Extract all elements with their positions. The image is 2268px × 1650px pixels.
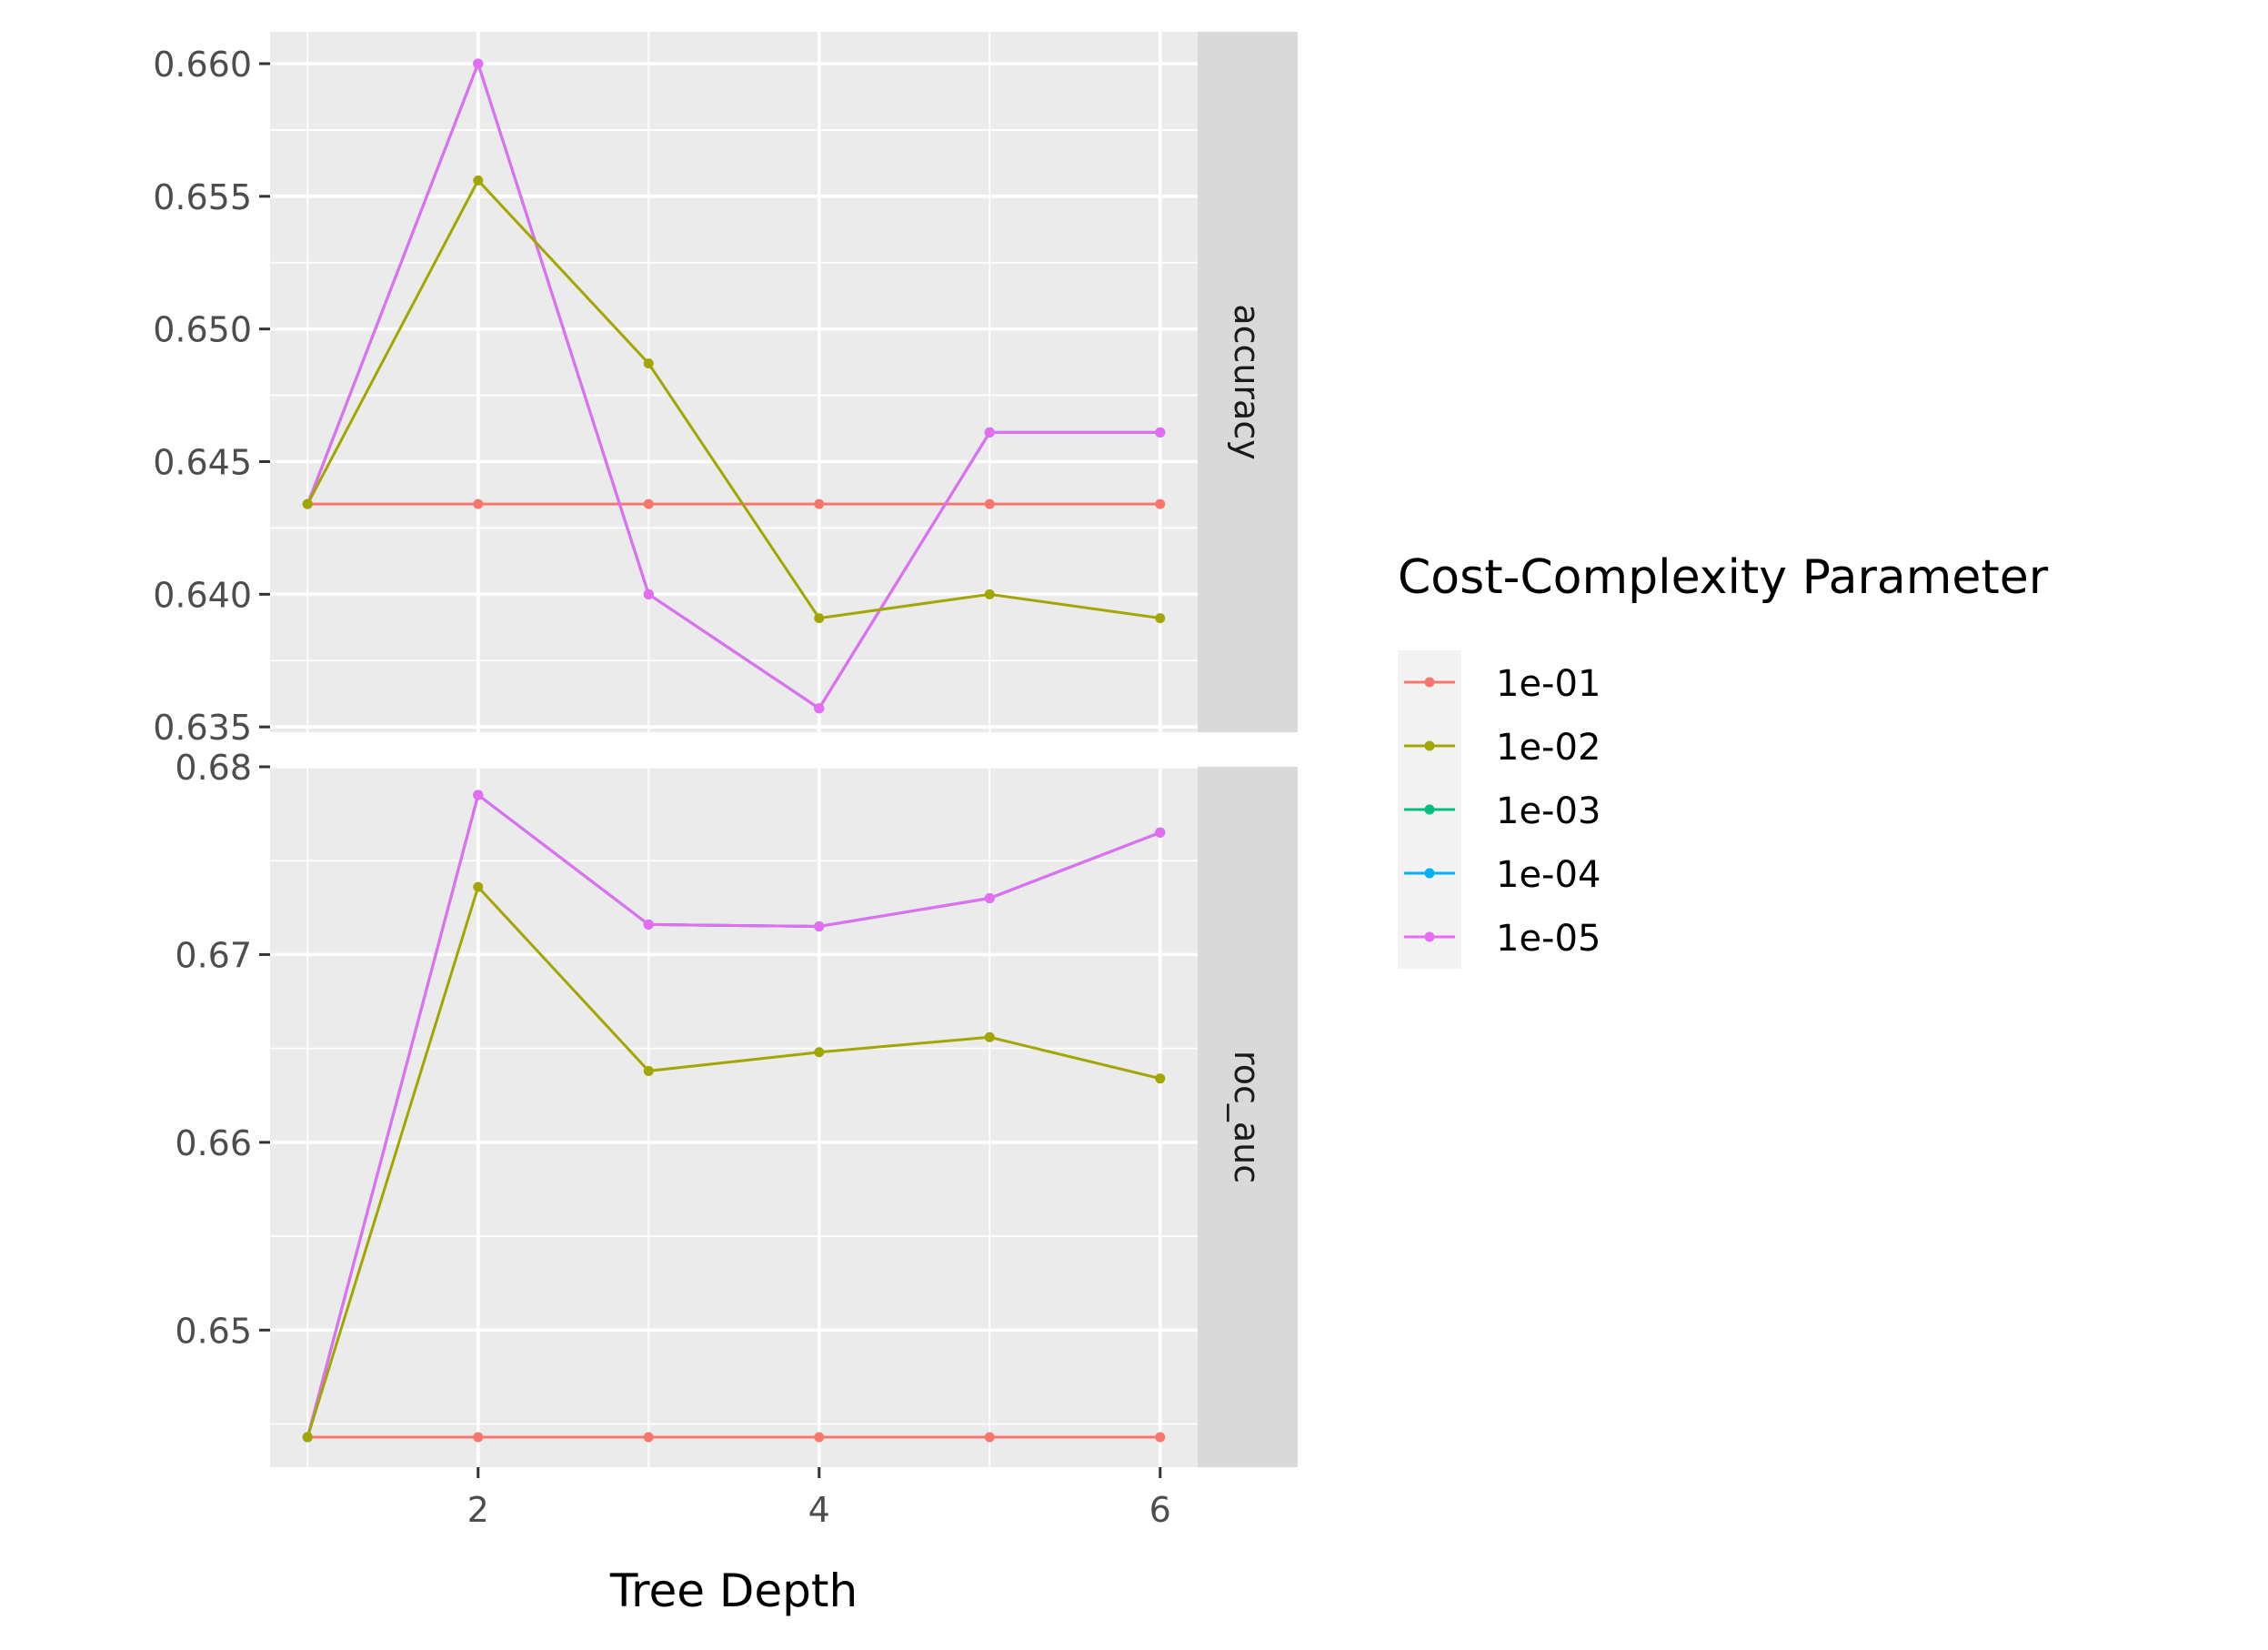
legend-key-point bbox=[1424, 868, 1435, 879]
series-line-1e-05 bbox=[306, 792, 1161, 1438]
data-point-1e-02 bbox=[814, 613, 825, 624]
data-point-1e-01 bbox=[1155, 1432, 1166, 1443]
data-point-1e-05 bbox=[984, 427, 995, 438]
data-point-1e-01 bbox=[643, 498, 654, 509]
y-tick-label: 0.635 bbox=[153, 708, 252, 748]
panel-roc-auc: roc_auc 0.65 0.66 0.67 0.68 bbox=[175, 748, 1298, 1467]
panel-roc-auc-y-axis: 0.65 0.66 0.67 0.68 bbox=[175, 748, 270, 1351]
y-tick-label: 0.650 bbox=[153, 310, 252, 350]
series-line-1e-02 bbox=[306, 884, 1161, 1438]
legend-label: 1e-01 bbox=[1496, 663, 1601, 705]
y-tick-label: 0.655 bbox=[153, 177, 252, 217]
legend-label: 1e-03 bbox=[1496, 790, 1601, 832]
data-point-1e-05 bbox=[1155, 427, 1166, 438]
strip-label-roc-auc: roc_auc bbox=[1227, 1051, 1267, 1183]
series-line-1e-05 bbox=[306, 59, 1160, 710]
y-tick-label: 0.640 bbox=[153, 575, 252, 615]
legend-key-point bbox=[1424, 740, 1435, 751]
legend-label: 1e-04 bbox=[1496, 854, 1601, 896]
legend-key-point bbox=[1424, 931, 1435, 942]
data-point-1e-02 bbox=[302, 1432, 313, 1443]
data-point-1e-05 bbox=[643, 919, 654, 930]
data-point-1e-02 bbox=[643, 358, 654, 369]
y-tick-label: 0.645 bbox=[153, 443, 252, 483]
panel-accuracy-grid bbox=[270, 32, 1198, 732]
panel-accuracy: accuracy 0.635 0.640 0.645 0.650 0.655 0.660 bbox=[153, 32, 1298, 748]
y-tick-label: 0.67 bbox=[175, 935, 252, 975]
strip-roc-auc bbox=[1198, 767, 1298, 1467]
data-point-1e-01 bbox=[814, 498, 825, 509]
data-point-1e-02 bbox=[984, 589, 995, 599]
strip-accuracy bbox=[1198, 32, 1298, 732]
data-point-1e-02 bbox=[984, 1031, 995, 1042]
x-tick-label: 2 bbox=[467, 1490, 489, 1530]
legend-keys: 1e-01 1e-02 1e-03 1e-04 1e-05 bbox=[1398, 650, 1601, 969]
data-point-1e-02 bbox=[643, 1065, 654, 1076]
panel-roc-auc-series bbox=[302, 790, 1166, 1443]
data-point-1e-01 bbox=[473, 1432, 484, 1443]
panel-accuracy-y-axis: 0.635 0.640 0.645 0.650 0.655 0.660 bbox=[153, 45, 270, 748]
legend: Cost-Complexity Parameter 1e-011e-021e-0… bbox=[1398, 550, 2049, 969]
y-tick-label: 0.66 bbox=[175, 1123, 252, 1163]
x-axis: 2 4 6 bbox=[467, 1467, 1171, 1530]
data-point-1e-01 bbox=[984, 1432, 995, 1443]
data-point-1e-01 bbox=[984, 498, 995, 509]
data-point-1e-02 bbox=[814, 1047, 825, 1058]
legend-key-point bbox=[1424, 804, 1435, 815]
data-point-1e-05 bbox=[1155, 827, 1166, 838]
y-tick-label: 0.68 bbox=[175, 748, 252, 788]
y-tick-label: 0.65 bbox=[175, 1311, 252, 1351]
strip-label-accuracy: accuracy bbox=[1227, 304, 1267, 459]
data-point-1e-01 bbox=[814, 1432, 825, 1443]
data-point-1e-02 bbox=[1155, 613, 1166, 624]
data-point-1e-05 bbox=[473, 790, 484, 800]
data-point-1e-01 bbox=[1155, 498, 1166, 509]
data-point-1e-01 bbox=[643, 1432, 654, 1443]
x-axis-title: Tree Depth bbox=[609, 1564, 858, 1617]
legend-key-point bbox=[1424, 677, 1435, 688]
panel-accuracy-background bbox=[270, 32, 1198, 732]
legend-title: Cost-Complexity Parameter bbox=[1398, 550, 2049, 605]
data-point-1e-02 bbox=[473, 175, 484, 186]
series-line-1e-02 bbox=[306, 177, 1160, 620]
x-tick-label: 6 bbox=[1149, 1490, 1171, 1530]
panel-roc-auc-grid bbox=[270, 765, 1198, 1467]
data-point-1e-02 bbox=[302, 498, 313, 509]
data-point-1e-05 bbox=[473, 58, 484, 69]
y-tick-label: 0.660 bbox=[153, 45, 252, 85]
data-point-1e-02 bbox=[473, 881, 484, 892]
data-point-1e-02 bbox=[1155, 1073, 1166, 1084]
data-point-1e-05 bbox=[814, 921, 825, 931]
data-point-1e-05 bbox=[984, 893, 995, 904]
data-point-1e-05 bbox=[643, 589, 654, 599]
x-tick-label: 4 bbox=[808, 1490, 830, 1530]
panel-accuracy-series bbox=[302, 58, 1166, 714]
data-point-1e-01 bbox=[473, 498, 484, 509]
data-point-1e-05 bbox=[814, 703, 825, 714]
panel-roc-auc-background bbox=[270, 767, 1198, 1467]
legend-label: 1e-05 bbox=[1496, 918, 1601, 960]
legend-label: 1e-02 bbox=[1496, 727, 1601, 769]
